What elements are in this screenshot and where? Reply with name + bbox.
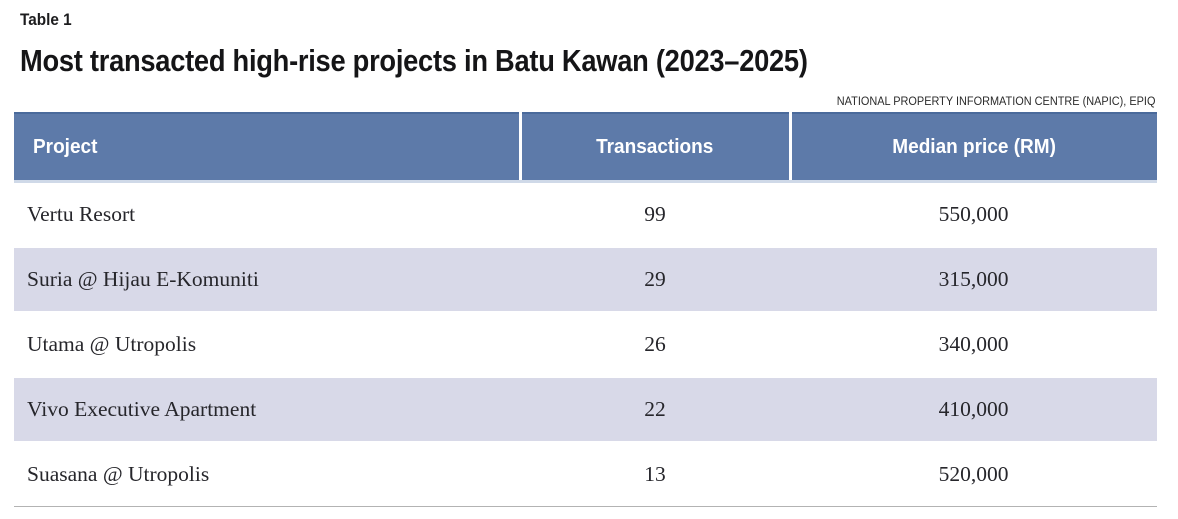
source-credit: NATIONAL PROPERTY INFORMATION CENTRE (NA… — [836, 96, 1155, 108]
cell-median-price: 410,000 — [790, 377, 1157, 443]
cell-transactions: 99 — [520, 181, 790, 248]
column-header-project-label: Project — [33, 135, 98, 158]
cell-project: Suria @ Hijau E-Komuniti — [14, 247, 520, 313]
cell-median-price: 520,000 — [790, 442, 1157, 507]
cell-median-price: 340,000 — [790, 312, 1157, 378]
cell-transactions: 22 — [520, 377, 790, 443]
cell-project: Vertu Resort — [14, 181, 520, 248]
table-row: Vertu Resort 99 550,000 — [14, 181, 1157, 248]
header-row: Project Transactions Median price (RM) — [14, 112, 1157, 183]
table-row: Suasana @ Utropolis 13 520,000 — [14, 442, 1157, 507]
column-header-median-price-label: Median price (RM) — [892, 135, 1057, 158]
transactions-table: Project Transactions Median price (RM) V… — [14, 112, 1157, 507]
cell-project: Utama @ Utropolis — [14, 312, 520, 378]
cell-project: Suasana @ Utropolis — [14, 442, 520, 507]
cell-median-price: 550,000 — [790, 181, 1157, 248]
column-header-transactions-label: Transactions — [596, 135, 714, 158]
cell-transactions: 13 — [520, 442, 790, 507]
page-title: Most transacted high-rise projects in Ba… — [20, 43, 808, 78]
table-label: Table 1 — [20, 10, 72, 29]
cell-transactions: 26 — [520, 312, 790, 378]
cell-median-price: 315,000 — [790, 247, 1157, 313]
cell-project: Vivo Executive Apartment — [14, 377, 520, 443]
column-header-transactions: Transactions — [518, 112, 790, 183]
column-header-project: Project — [14, 112, 520, 183]
table-row: Vivo Executive Apartment 22 410,000 — [14, 377, 1157, 443]
cell-transactions: 29 — [520, 247, 790, 313]
column-header-median-price: Median price (RM) — [788, 112, 1157, 183]
table-row: Suria @ Hijau E-Komuniti 29 315,000 — [14, 247, 1157, 313]
table-row: Utama @ Utropolis 26 340,000 — [14, 312, 1157, 378]
